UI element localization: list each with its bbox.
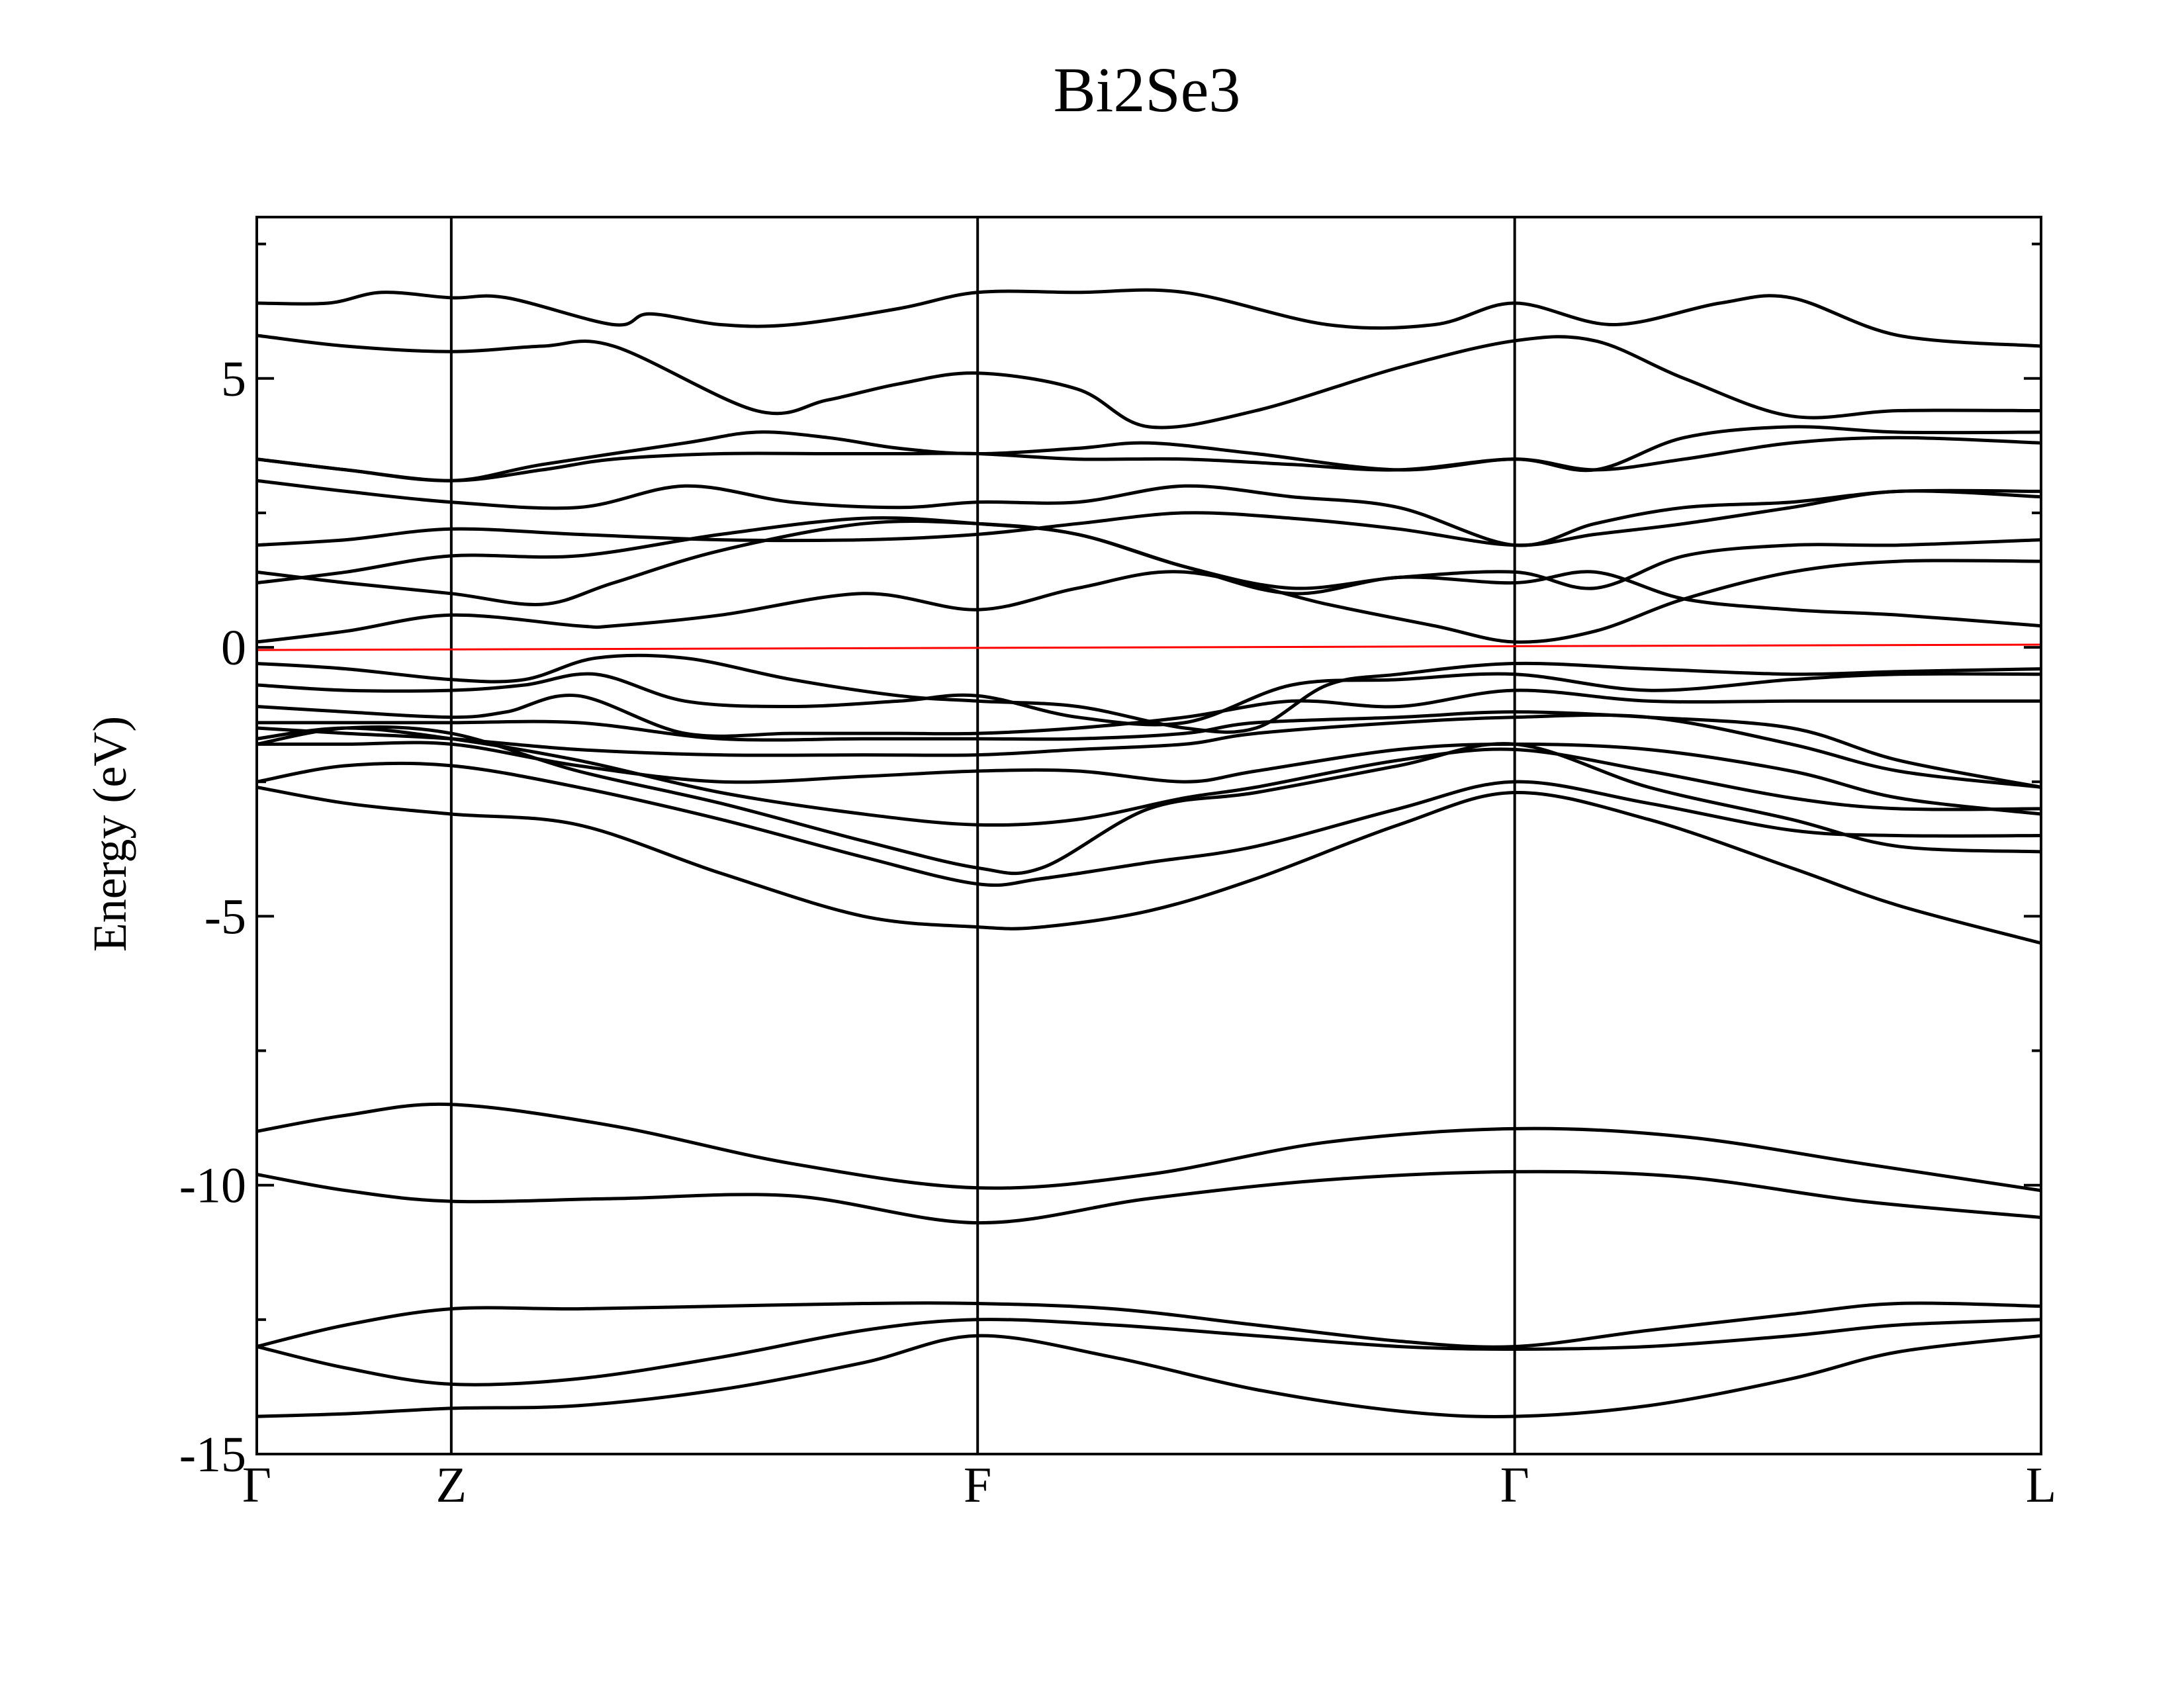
fermi-level-line <box>256 643 2042 651</box>
band-line-15 <box>257 653 2041 734</box>
chart-title: Bi2Se3 <box>1054 54 1241 125</box>
band-line-16 <box>257 559 2041 644</box>
kpoint-label-5: L <box>2026 1457 2056 1513</box>
y-tick-label: -15 <box>179 1427 246 1483</box>
plot-frame <box>255 216 2042 1455</box>
y-tick-label: -5 <box>205 889 246 944</box>
band-line-1 <box>257 1334 2041 1418</box>
band-line-14 <box>257 672 2041 727</box>
kpoint-label-3: F <box>964 1457 991 1513</box>
y-tick-label: 0 <box>221 620 246 676</box>
y-axis-label: Energy (eV) <box>83 716 136 952</box>
band-line-3 <box>257 1301 2041 1349</box>
bands-layer <box>257 288 2041 1418</box>
kpoint-label-1: Γ <box>242 1457 271 1513</box>
kpoint-label-4: Γ <box>1500 1457 1529 1513</box>
band-line-12 <box>257 710 2041 789</box>
band-line-6 <box>257 785 2041 945</box>
kpoint-label-2: Z <box>436 1457 467 1513</box>
band-line-22 <box>257 425 2041 482</box>
band-line-10 <box>257 741 2041 816</box>
ticks-layer: 50-5-10-15Γ Z F Γ L <box>179 242 2056 1513</box>
y-tick-label: 5 <box>221 351 246 407</box>
fermi-layer <box>256 643 2042 651</box>
band-line-13 <box>257 688 2041 738</box>
band-line-7 <box>257 761 2041 887</box>
band-line-24 <box>257 288 2041 348</box>
band-line-20 <box>257 479 2041 547</box>
band-line-4 <box>257 1169 2041 1225</box>
band-line-21 <box>257 435 2041 482</box>
band-line-9 <box>257 726 2041 827</box>
band-line-18 <box>257 516 2041 590</box>
band-line-19 <box>257 489 2041 547</box>
y-tick-label: -10 <box>179 1158 246 1214</box>
kpoint-lines-layer <box>449 217 1516 1454</box>
band-line-11 <box>257 713 2041 789</box>
band-line-2 <box>257 1318 2041 1387</box>
band-line-5 <box>257 1102 2041 1193</box>
band-line-23 <box>257 334 2041 430</box>
